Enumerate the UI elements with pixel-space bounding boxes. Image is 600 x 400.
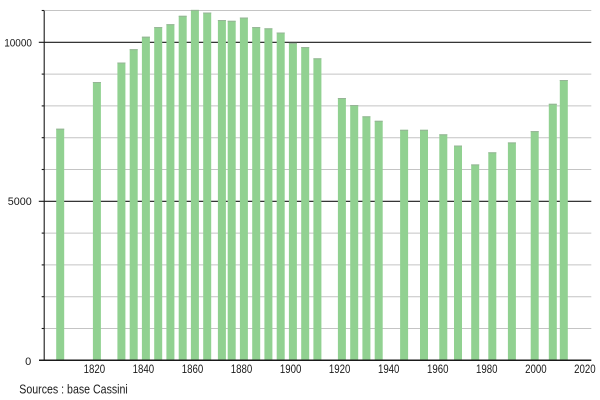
svg-text:1880: 1880 bbox=[231, 362, 253, 376]
svg-text:1980: 1980 bbox=[476, 362, 498, 376]
svg-text:2020: 2020 bbox=[574, 362, 596, 376]
svg-text:2000: 2000 bbox=[525, 362, 547, 376]
svg-text:1940: 1940 bbox=[378, 362, 400, 376]
svg-text:1820: 1820 bbox=[84, 362, 106, 376]
svg-text:1900: 1900 bbox=[280, 362, 302, 376]
svg-text:10000: 10000 bbox=[4, 38, 32, 50]
svg-text:1840: 1840 bbox=[133, 362, 155, 376]
svg-text:0: 0 bbox=[25, 356, 31, 368]
svg-text:1960: 1960 bbox=[427, 362, 449, 376]
svg-text:5000: 5000 bbox=[8, 196, 32, 208]
svg-text:1920: 1920 bbox=[329, 362, 351, 376]
svg-text:1860: 1860 bbox=[182, 362, 204, 376]
svg-text:Sources : base Cassini: Sources : base Cassini bbox=[19, 382, 128, 397]
